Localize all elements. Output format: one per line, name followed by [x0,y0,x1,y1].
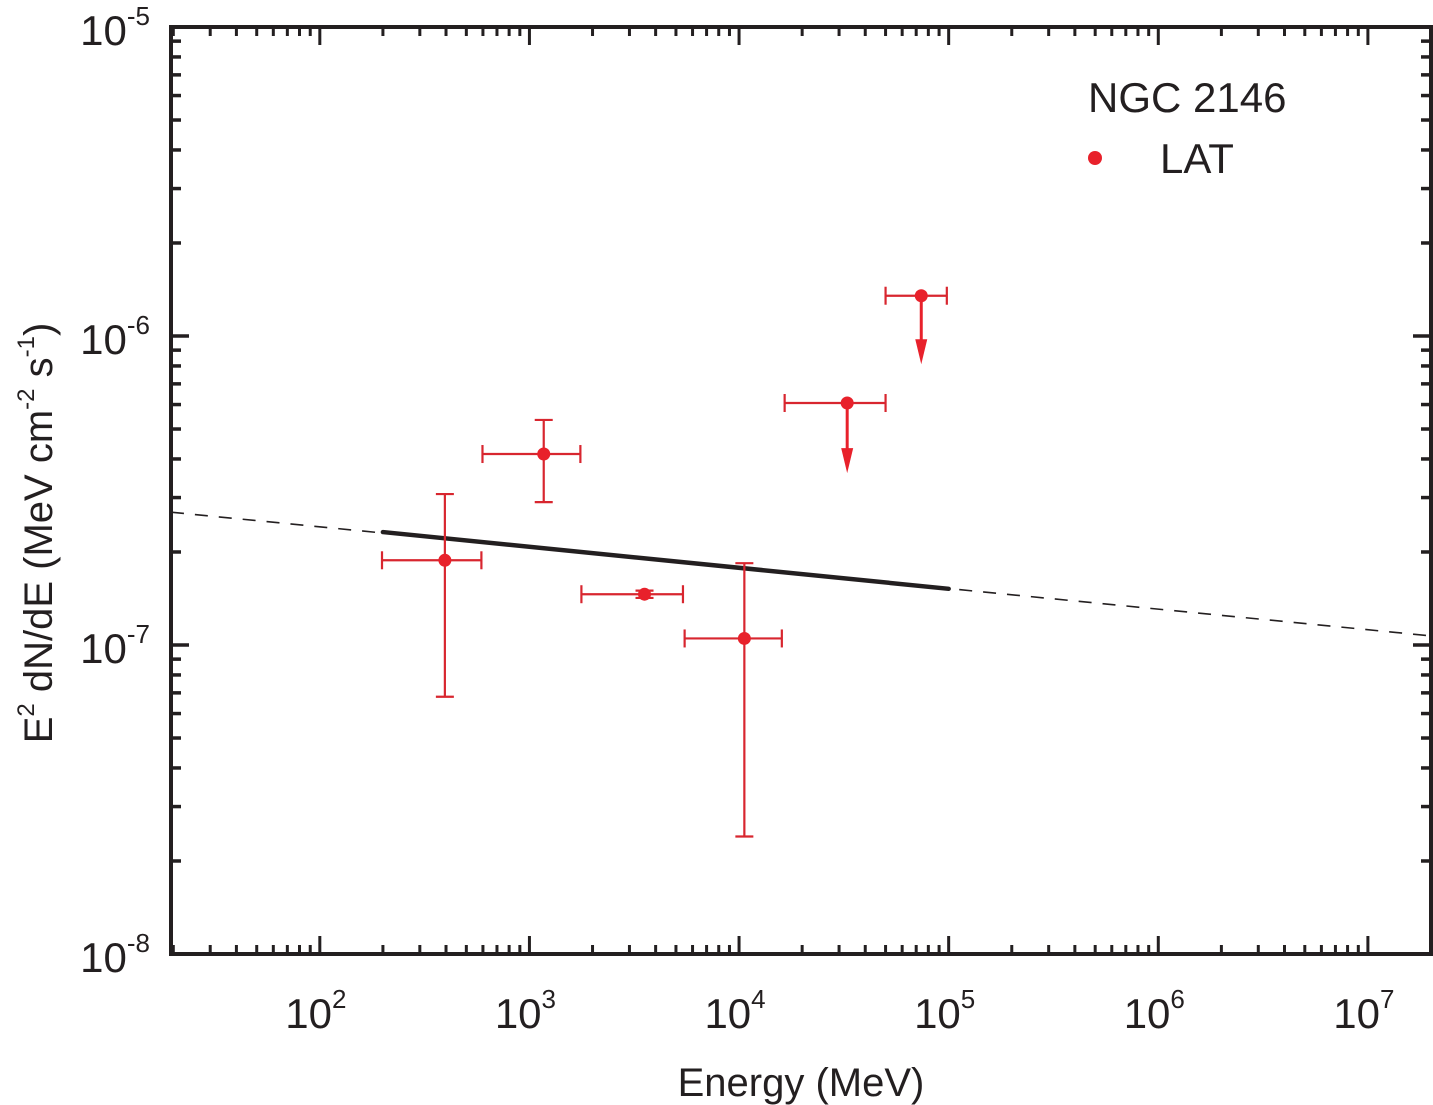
x-tick-base: 10 [495,990,542,1037]
fit-line-solid [380,529,951,592]
y-tick-label: 10-7 [80,619,150,672]
y-title-cm-sup: -2 [13,389,40,410]
point-marker [537,447,551,461]
x-tick-base: 10 [285,990,332,1037]
point-marker [438,553,452,567]
x-tick-base: 10 [914,990,961,1037]
y-axis-title: E2 dN/dE (MeV cm-2 s-1) [13,323,61,744]
data-point [683,562,783,838]
point-marker [914,289,928,303]
fit-lines [170,511,1432,637]
y-tick-label: 10-6 [80,310,150,363]
x-tick-label: 104 [704,984,765,1037]
y-tick-exponent: -5 [127,1,150,31]
upper-limit-arrow-icon [915,339,928,365]
x-tick-exponent: 6 [1170,984,1184,1014]
x-tick-label: 103 [495,984,556,1037]
x-tick-label: 106 [1124,984,1185,1037]
y-tick-exponent: -6 [127,310,150,340]
y-tick-base: 10 [80,316,127,363]
y-title-base-sup: 2 [13,703,40,716]
point-marker [840,396,854,410]
x-tick-base: 10 [1124,990,1171,1037]
data-points [380,286,948,838]
upper-limit-point [884,286,948,365]
x-tick-exponent: 4 [751,984,765,1014]
y-tick-base: 10 [80,934,127,981]
x-tick-labels: 102 103 104 105 106 107 [285,984,1394,1037]
y-tick-base: 10 [80,625,127,672]
data-point [380,492,483,698]
legend-marker-lat [1088,151,1102,165]
x-tick-exponent: 5 [961,984,975,1014]
data-point [580,585,685,604]
y-title-close: ) [17,323,61,336]
x-tick-exponent: 3 [542,984,556,1014]
point-marker [737,631,751,645]
legend-title: NGC 2146 [1088,74,1286,121]
y-title-s-sup: -1 [13,336,40,357]
y-tick-exponent: -7 [127,619,150,649]
x-tick-label: 105 [914,984,975,1037]
upper-limit-arrow-icon [841,448,854,474]
x-tick-base: 10 [1333,990,1380,1037]
legend: NGC 2146 LAT [1088,74,1286,182]
y-tick-labels: 10-810-710-610-5 [80,1,150,981]
y-title-base: E [17,717,61,744]
x-tick-label: 102 [285,984,346,1037]
y-title-main: dN/dE (MeV cm [17,410,61,703]
y-title-s: s [17,357,61,388]
axis-ticks [171,25,1433,956]
point-marker [638,587,652,601]
legend-label-lat: LAT [1160,135,1234,182]
x-tick-exponent: 2 [332,984,346,1014]
y-tick-label: 10-8 [80,928,150,981]
data-point [481,418,582,504]
plot-frame [169,25,1433,956]
y-tick-label: 10-5 [80,1,150,54]
upper-limit-point [783,393,887,474]
x-tick-base: 10 [704,990,751,1037]
y-tick-exponent: -8 [127,928,150,958]
y-tick-base: 10 [80,7,127,54]
x-tick-label: 107 [1333,984,1394,1037]
x-axis-title: Energy (MeV) [678,1061,925,1105]
x-tick-exponent: 7 [1380,984,1394,1014]
